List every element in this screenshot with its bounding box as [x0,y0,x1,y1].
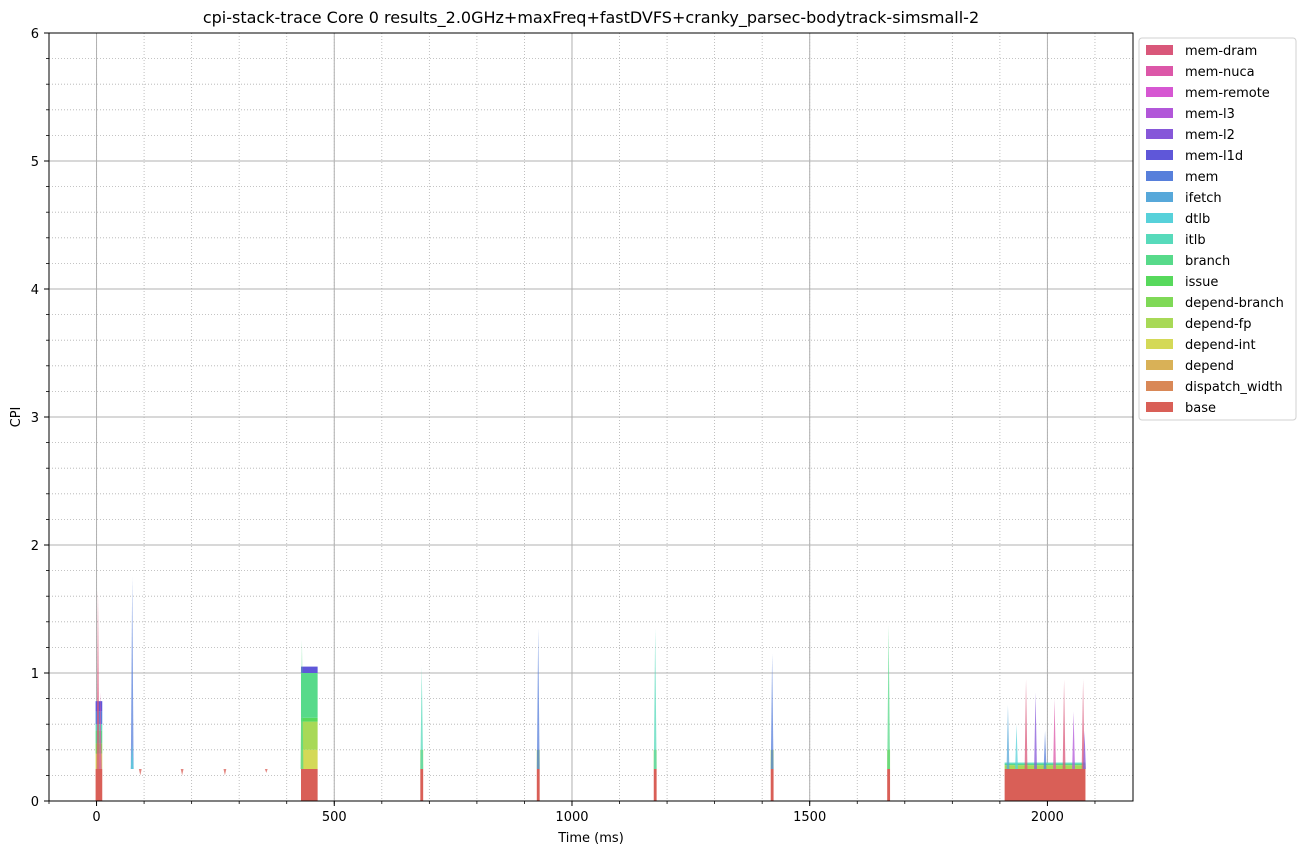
y-axis-ticks: 0 1 2 3 4 5 6 [31,27,49,810]
legend-swatch-depend-fp [1146,318,1173,328]
y-axis-label: CPI [9,407,24,428]
legend-swatch-ifetch [1146,192,1173,202]
area-base [887,769,891,801]
legend-entry-dispatch_width: dispatch_width [1185,380,1283,395]
spike-itlb [653,628,657,769]
spike-mem-dram [96,589,100,769]
y-tick-label: 5 [31,155,39,170]
area-base [1004,769,1086,801]
spike-base [138,769,142,776]
legend-entry-mem-remote: mem-remote [1185,86,1270,101]
area-depend-int [300,749,318,769]
spike-mem [130,577,134,769]
legend-swatch-dispatch_width [1146,381,1173,391]
chart-title: cpi-stack-trace Core 0 results_2.0GHz+ma… [203,8,979,28]
x-tick-label: 1500 [793,810,826,825]
spike-dtlb [1015,724,1018,769]
legend-entry-depend-branch: depend-branch [1185,296,1284,311]
spike-mem-l3 [1072,711,1075,769]
legend-entry-itlb: itlb [1185,233,1206,248]
area-depend-fp [300,721,318,750]
area-issue [300,717,318,722]
legend-swatch-dtlb [1146,213,1173,223]
spike-mem [536,628,540,769]
spike-branch [300,639,304,769]
spike-base [223,769,227,776]
legend-swatch-branch [1146,255,1173,265]
area-base [770,769,774,801]
spike-mem-dram [1081,679,1085,769]
spike-mem [770,653,774,769]
legend-swatch-depend-int [1146,339,1173,349]
area-branch [300,673,318,718]
x-axis-ticks: 0 500 1000 1500 2000 [48,801,1096,825]
area-base [95,769,103,801]
legend-entry-mem-l2: mem-l2 [1185,128,1235,143]
legend-swatch-mem-l1d [1146,150,1173,160]
spike-mem-nuca [98,692,102,769]
y-tick-label: 1 [31,667,39,682]
spike-dtlb [130,743,134,769]
legend-swatch-mem [1146,171,1173,181]
spike-mem-nuca [1053,698,1056,769]
spike-itlb [420,666,424,769]
legend-entry-ifetch: ifetch [1185,191,1222,206]
spike-branch [887,624,891,769]
legend-swatch-depend-branch [1146,297,1173,307]
area-base [536,769,540,801]
legend-swatch-base [1146,402,1173,412]
legend-entry-depend: depend [1185,359,1234,374]
y-tick-label: 3 [31,411,39,426]
legend-swatch-mem-remote [1146,87,1173,97]
legend-swatch-mem-dram [1146,45,1173,55]
spike-base [264,769,268,773]
legend-frame [1138,37,1297,421]
y-tick-label: 0 [31,795,39,810]
spike-ifetch [1006,705,1010,769]
area-base [420,769,424,801]
legend-entry-dtlb: dtlb [1185,212,1210,227]
x-tick-label: 2000 [1031,810,1064,825]
x-axis-label: Time (ms) [557,831,624,846]
legend-entry-mem-nuca: mem-nuca [1185,65,1255,80]
spike-mem-l2 [1034,692,1037,769]
spike-mem-l2 [1083,730,1086,769]
spike-mem-dram [1024,679,1028,769]
y-tick-label: 6 [31,27,39,42]
area-mem-l1d [95,701,103,712]
legend-entry-depend-fp: depend-fp [1185,317,1252,332]
area-mem-l1d [300,666,318,673]
legend-entry-issue: issue [1185,275,1218,290]
legend-swatch-depend [1146,360,1173,370]
x-tick-label: 500 [322,810,347,825]
legend-swatch-issue [1146,276,1173,286]
legend-swatch-mem-nuca [1146,66,1173,76]
spike-mem [1043,730,1047,769]
major-grid [49,32,1133,802]
legend-swatch-mem-l3 [1146,108,1173,118]
spike-base [180,769,184,776]
legend-entry-depend-int: depend-int [1185,338,1256,353]
plot-areas [95,577,1086,801]
x-tick-label: 1000 [555,810,588,825]
legend-entry-mem-dram: mem-dram [1185,44,1257,59]
legend: mem-dram mem-nuca mem-remote mem-l3 mem-l2 me… [1138,37,1297,421]
legend-swatch-mem-l2 [1146,129,1173,139]
y-tick-label: 2 [31,539,39,554]
spike-mem-dram [1062,679,1066,769]
area-base [653,769,657,801]
legend-entry-mem-l3: mem-l3 [1185,107,1235,122]
y-tick-label: 4 [31,283,39,298]
legend-entry-branch: branch [1185,254,1230,269]
legend-entry-base: base [1185,401,1216,416]
area-base [300,769,318,801]
legend-entry-mem-l1d: mem-l1d [1185,149,1243,164]
x-tick-label: 0 [92,810,100,825]
legend-swatch-itlb [1146,234,1173,244]
legend-entry-mem: mem [1185,170,1218,185]
